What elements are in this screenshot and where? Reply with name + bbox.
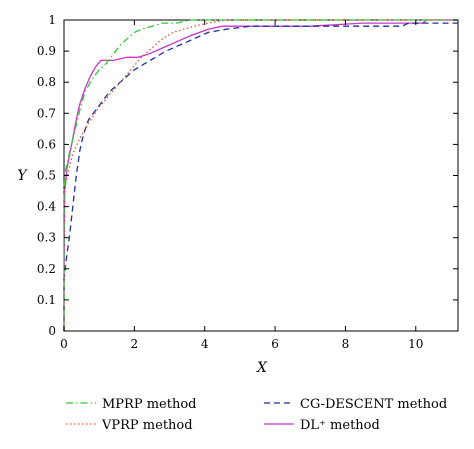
y-tick-label: 0.7	[37, 106, 56, 120]
x-tick-label: 8	[342, 337, 350, 351]
y-tick-label: 0.5	[37, 169, 56, 183]
legend-label: VPRP method	[101, 418, 193, 433]
x-tick-label: 4	[201, 337, 209, 351]
y-tick-label: 0.9	[37, 44, 56, 58]
series-line	[63, 19, 458, 331]
plot-area	[63, 19, 459, 332]
y-axis-label: Y	[17, 168, 28, 184]
y-tick-label: 1	[48, 13, 56, 27]
plot-frame	[63, 19, 459, 332]
legend: MPRP method VPRP method CG-DESCENT method D…	[66, 397, 447, 433]
legend-label: DL⁺ method	[300, 418, 380, 433]
legend-label: MPRP method	[102, 397, 197, 412]
y-tick-label: 0.2	[37, 262, 56, 276]
y-tick-label: 0.8	[37, 75, 56, 89]
y-tick-label: 0	[48, 324, 56, 338]
x-tick-label: 0	[60, 337, 68, 351]
y-tick-label: 0.1	[37, 293, 56, 307]
y-axis-ticks: 0 0.1 0.2 0.3 0.4 0.5 0.6 0.7 0.8 0.9 1	[37, 13, 458, 338]
x-tick-label: 6	[271, 337, 279, 351]
legend-label: CG-DESCENT method	[300, 397, 447, 412]
x-axis-label: X	[256, 360, 268, 376]
x-tick-label: 10	[408, 337, 423, 351]
y-tick-label: 0.3	[37, 231, 56, 245]
y-tick-label: 0.6	[37, 137, 56, 151]
series-line	[63, 19, 458, 331]
series-line	[63, 22, 458, 331]
x-tick-label: 2	[131, 337, 139, 351]
y-tick-label: 0.4	[37, 200, 56, 214]
x-axis-ticks: 0 2 4 6 8 10	[60, 20, 423, 351]
series-line	[63, 19, 458, 331]
